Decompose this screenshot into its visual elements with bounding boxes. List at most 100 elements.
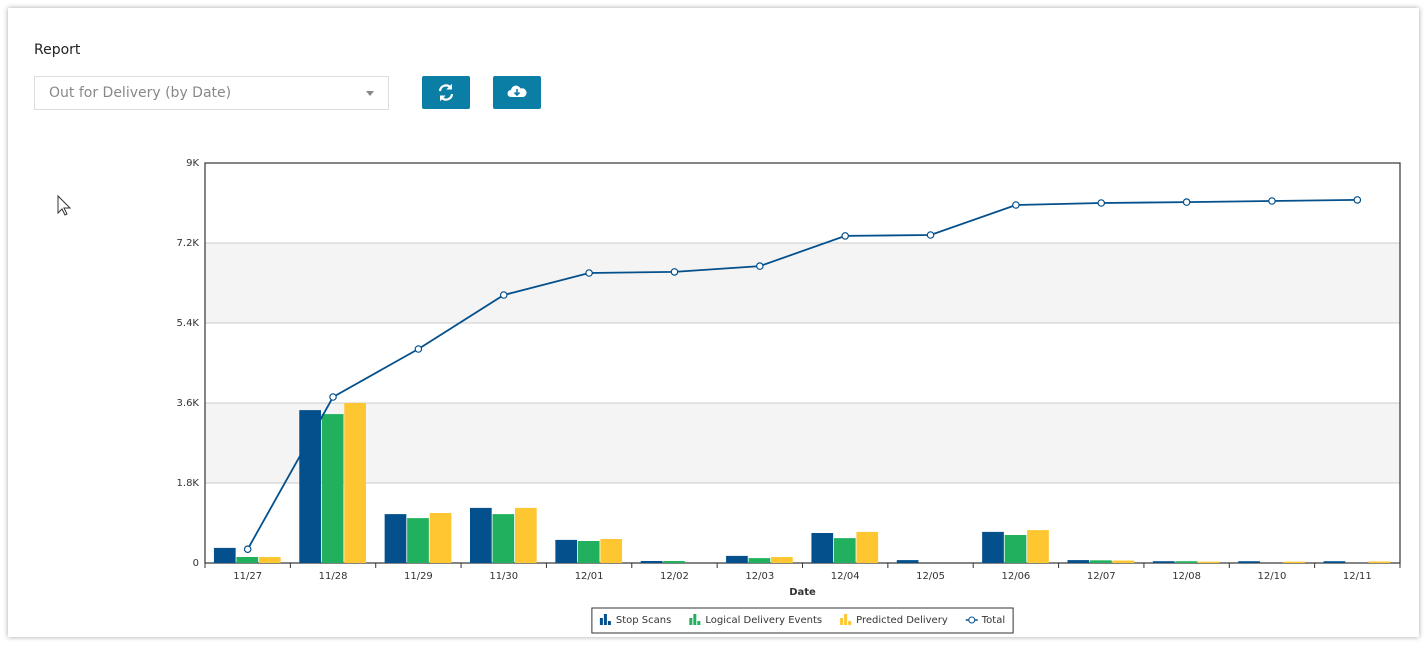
x-tick-label: 12/06 bbox=[1001, 571, 1030, 582]
line-point bbox=[329, 393, 337, 401]
bar bbox=[1238, 561, 1260, 563]
cloud-icon bbox=[507, 85, 527, 97]
bar bbox=[1152, 561, 1175, 563]
legend-label: Predicted Delivery bbox=[856, 615, 948, 626]
x-tick-label: 12/11 bbox=[1343, 571, 1372, 582]
bar bbox=[577, 541, 600, 563]
bar bbox=[771, 557, 793, 563]
bar bbox=[1112, 560, 1135, 563]
legend-label: Logical Delivery Events bbox=[705, 615, 822, 626]
bar bbox=[213, 547, 236, 563]
x-tick-label: 12/10 bbox=[1258, 571, 1287, 582]
line-point bbox=[756, 262, 764, 270]
legend-icon bbox=[844, 614, 848, 625]
line-point bbox=[499, 291, 508, 299]
line-point bbox=[841, 232, 849, 240]
report-select[interactable]: Out for Delivery (by Date) bbox=[34, 76, 389, 110]
bar bbox=[811, 533, 834, 563]
bar bbox=[1368, 561, 1391, 563]
x-axis-title: Date bbox=[789, 587, 816, 598]
line-point bbox=[414, 345, 423, 353]
legend-icon bbox=[697, 621, 701, 625]
line-point bbox=[1182, 198, 1191, 206]
grid-band bbox=[205, 243, 1400, 323]
y-tick-label: 7.2K bbox=[177, 238, 200, 249]
bar bbox=[1027, 530, 1049, 563]
select-value: Out for Delivery (by Date) bbox=[49, 85, 232, 101]
x-tick-label: 12/02 bbox=[660, 571, 689, 582]
x-tick-label: 12/08 bbox=[1172, 571, 1201, 582]
bar bbox=[982, 531, 1004, 563]
bar bbox=[1323, 561, 1346, 563]
bar bbox=[748, 558, 771, 563]
y-tick-label: 9K bbox=[186, 158, 199, 169]
select-caret bbox=[366, 91, 374, 96]
download-button[interactable] bbox=[493, 76, 541, 109]
x-tick-label: 11/29 bbox=[404, 571, 433, 582]
legend-icon bbox=[599, 618, 603, 625]
bar bbox=[600, 539, 623, 563]
line-point bbox=[243, 545, 252, 554]
x-tick-label: 12/01 bbox=[575, 571, 604, 582]
y-tick-label: 5.4K bbox=[177, 318, 200, 329]
line-point bbox=[585, 269, 593, 277]
x-tick-label: 11/28 bbox=[319, 571, 348, 582]
line-point bbox=[926, 231, 935, 239]
bar bbox=[1175, 561, 1198, 563]
line-point bbox=[670, 268, 679, 276]
y-tick-label: 0 bbox=[193, 558, 199, 569]
legend-icon bbox=[603, 614, 607, 625]
bar bbox=[640, 561, 663, 563]
bar bbox=[896, 560, 919, 563]
y-tick-label: 3.6K bbox=[177, 398, 200, 409]
bar bbox=[1283, 561, 1305, 563]
legend: Stop Scans Logical Delivery Events Predict… bbox=[591, 607, 1014, 634]
bar bbox=[856, 531, 879, 563]
bar bbox=[236, 557, 259, 563]
bar bbox=[407, 518, 429, 563]
bar bbox=[1067, 560, 1090, 563]
legend-icon bbox=[693, 614, 697, 625]
bar bbox=[726, 555, 748, 563]
bar bbox=[470, 507, 492, 563]
bar bbox=[555, 539, 578, 563]
legend-icon bbox=[968, 616, 976, 624]
bar bbox=[833, 538, 856, 563]
x-tick-label: 12/03 bbox=[745, 571, 774, 582]
plot-frame bbox=[204, 162, 1401, 564]
bar bbox=[1197, 561, 1220, 563]
bar bbox=[1004, 535, 1027, 563]
legend-box bbox=[591, 607, 1014, 634]
bar bbox=[384, 514, 407, 563]
bar bbox=[344, 403, 366, 563]
line-point bbox=[1097, 199, 1106, 207]
legend-icon bbox=[840, 618, 844, 625]
bar bbox=[321, 414, 344, 563]
line-point bbox=[1268, 197, 1276, 205]
legend-icon bbox=[607, 621, 611, 625]
report-label: Report bbox=[34, 42, 81, 58]
bar bbox=[663, 561, 685, 563]
bar bbox=[492, 514, 515, 563]
bar bbox=[429, 513, 452, 563]
total-line bbox=[246, 198, 1358, 550]
refresh-button[interactable] bbox=[422, 76, 470, 109]
legend-icon bbox=[689, 618, 693, 625]
x-tick-label: 11/30 bbox=[489, 571, 518, 582]
x-tick-label: 12/07 bbox=[1087, 571, 1116, 582]
legend-icon bbox=[848, 621, 852, 625]
x-tick-label: 12/04 bbox=[831, 571, 860, 582]
mouse-cursor bbox=[57, 194, 72, 216]
x-tick-label: 11/27 bbox=[233, 571, 262, 582]
line-point bbox=[1353, 196, 1362, 204]
legend-label: Stop Scans bbox=[616, 615, 671, 626]
grid-band bbox=[205, 403, 1400, 483]
line-point bbox=[1012, 201, 1020, 209]
legend-label: Total bbox=[981, 615, 1005, 626]
bar bbox=[1090, 560, 1112, 563]
bar bbox=[258, 557, 281, 563]
x-tick-label: 12/05 bbox=[916, 571, 945, 582]
bar bbox=[299, 410, 321, 563]
